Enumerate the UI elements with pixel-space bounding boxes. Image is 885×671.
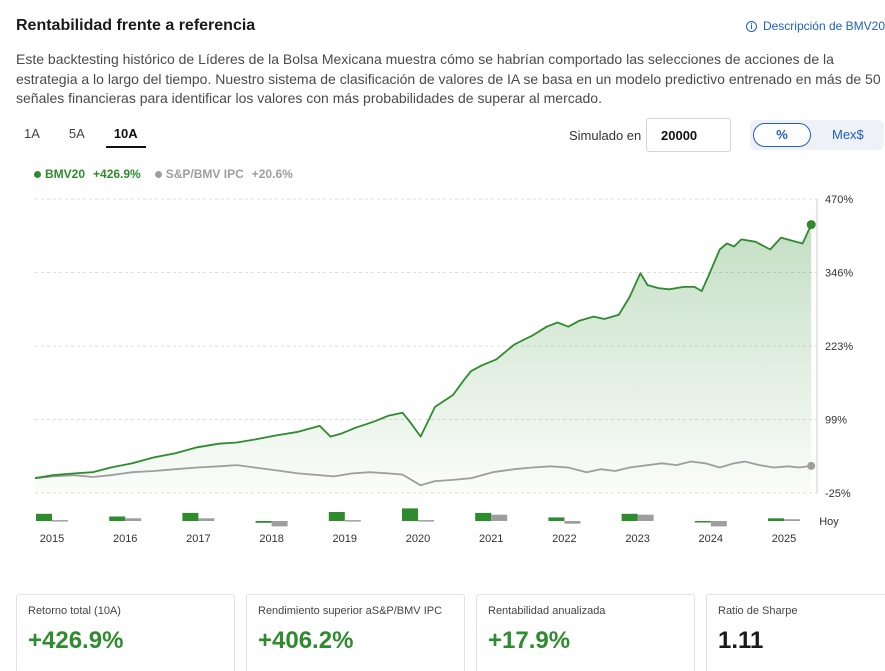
performance-chart: 470% 346% 223% 99% -25% 2015 2016 2017 2018 2019… [34, 194, 853, 545]
period-tabs: 1A 5A 10A [16, 126, 159, 148]
legend-benchmark-value: +20.6% [251, 167, 293, 181]
x-tick-label: 2016 [113, 533, 137, 545]
benchmark-annual-bar [344, 520, 361, 522]
x-tick-label: 2020 [406, 533, 430, 545]
benchmark-annual-bar [418, 520, 434, 522]
unit-toggle: % Mex$ [750, 120, 884, 150]
strategy-annual-bar [328, 512, 345, 521]
strategy-annual-bar [402, 508, 418, 521]
tab-1a[interactable]: 1A [24, 126, 40, 141]
card-value: +17.9% [488, 627, 571, 654]
description-link[interactable]: i Descripción de BMV20 [745, 19, 885, 33]
strategy-description: Este backtesting histórico de Líderes de… [16, 51, 881, 106]
card-label: Rentabilidad anualizada [488, 605, 606, 617]
strategy-annual-bar [255, 521, 272, 523]
simulated-amount-input[interactable] [646, 118, 731, 152]
strategy-end-point [806, 220, 816, 230]
chart-legend: BMV20 +426.9% S&P/BMV IPC +20.6% [34, 167, 293, 181]
y-tick-label: 470% [825, 194, 853, 206]
x-tick-label: 2017 [186, 533, 210, 545]
section-title: Rentabilidad frente a referencia [16, 17, 256, 34]
x-tick-label: Hoy [819, 516, 839, 528]
strategy-annual-bar [36, 513, 52, 521]
x-tick-label: 2025 [772, 533, 796, 545]
y-tick-label: 223% [825, 341, 853, 353]
simulated-label: Simulado en [569, 128, 642, 143]
benchmark-annual-bar [52, 520, 68, 522]
benchmark-annual-bar [637, 514, 654, 521]
strategy-annual-bar [694, 521, 711, 523]
x-tick-label: 2015 [40, 533, 64, 545]
card-value: +426.9% [28, 627, 124, 654]
y-tick-label: -25% [825, 488, 851, 500]
card-label: Ratio de Sharpe [718, 605, 798, 617]
description-link-label: Descripción de BMV20 [762, 19, 885, 33]
sharpe-ratio-card: Ratio de Sharpe 1.11 [706, 594, 885, 671]
strategy-annual-bar [621, 513, 638, 521]
card-label: Retorno total (10A) [28, 605, 121, 617]
x-tick-label: 2022 [552, 533, 576, 545]
metrics-cards: Retorno total (10A) +426.9% Rendimiento … [16, 594, 885, 671]
y-tick-label: 346% [825, 268, 853, 280]
y-tick-label: 99% [825, 415, 847, 427]
legend-strategy-value: +426.9% [93, 167, 141, 181]
benchmark-annual-bar [491, 514, 508, 521]
card-value: 1.11 [718, 627, 764, 654]
benchmark-end-point [807, 461, 816, 470]
legend-strategy-name: BMV20 [45, 167, 86, 181]
benchmark-annual-bar [271, 521, 288, 527]
legend-strategy: BMV20 +426.9% [34, 167, 141, 181]
legend-benchmark: S&P/BMV IPC +20.6% [154, 167, 293, 181]
total-return-card: Retorno total (10A) +426.9% [16, 594, 235, 671]
benchmark-annual-bar [784, 519, 800, 521]
tab-5a[interactable]: 5A [68, 126, 85, 141]
x-tick-label: 2018 [259, 533, 283, 545]
x-tick-label: 2019 [333, 533, 357, 545]
strategy-annual-bar [109, 516, 126, 521]
legend-benchmark-name: S&P/BMV IPC [165, 167, 244, 181]
x-tick-label: 2021 [479, 533, 503, 545]
benchmark-annual-bar [710, 521, 727, 527]
outperformance-card: Rendimiento superior aS&P/BMV IPC +406.2… [246, 594, 465, 671]
strategy-dot-icon [34, 170, 41, 178]
benchmark-dot-icon [154, 170, 162, 178]
percent-toggle-button[interactable]: % [753, 123, 811, 147]
benchmark-annual-bar [198, 518, 215, 521]
x-tick-label: 2023 [625, 533, 649, 545]
benchmark-line [34, 460, 812, 487]
strategy-annual-bar [182, 512, 199, 521]
card-value: +406.2% [258, 627, 354, 654]
tab-10a[interactable]: 10A [105, 126, 146, 148]
x-tick-label: 2024 [699, 533, 723, 545]
benchmark-annual-bar [125, 518, 142, 521]
mxn-toggle-button[interactable]: Mex$ [832, 127, 864, 142]
card-label: Rendimiento superior aS&P/BMV IPC [258, 605, 443, 617]
strategy-annual-bar [548, 517, 565, 521]
strategy-line [34, 224, 813, 480]
annualized-return-card: Rentabilidad anualizada +17.9% [476, 594, 695, 671]
info-icon: i [745, 20, 757, 32]
strategy-annual-bar [475, 512, 492, 521]
benchmark-annual-bar [564, 521, 581, 524]
strategy-annual-bar [768, 518, 784, 521]
strategy-area [35, 224, 812, 493]
